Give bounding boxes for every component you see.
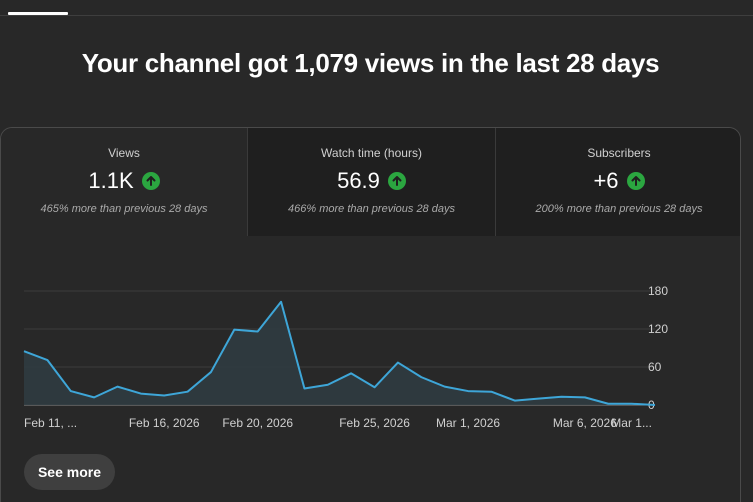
metric-value: 56.9 xyxy=(337,168,380,193)
views-series-line xyxy=(23,300,656,406)
tab-watch-time[interactable]: Watch time (hours) 56.9 466% more than p… xyxy=(247,128,495,236)
chart-area xyxy=(24,301,655,405)
metric-label: Watch time (hours) xyxy=(321,146,422,160)
metric-tabs: Views 1.1K 465% more than previous 28 da… xyxy=(1,128,740,236)
x-tick-label: Mar 6, 2026 xyxy=(553,416,617,430)
x-tick-label: Feb 25, 2026 xyxy=(339,416,410,430)
up-arrow-icon xyxy=(626,172,645,190)
see-more-button[interactable]: See more xyxy=(24,454,115,490)
x-tick-label: Feb 16, 2026 xyxy=(129,416,200,430)
x-tick-label: Mar 1... xyxy=(611,416,652,430)
x-tick-label: Feb 11, ... xyxy=(24,416,77,430)
x-tick-label: Feb 20, 2026 xyxy=(222,416,293,430)
metric-label: Views xyxy=(108,146,140,160)
analytics-card: Views 1.1K 465% more than previous 28 da… xyxy=(0,127,741,502)
metric-comparison: 200% more than previous 28 days xyxy=(535,203,703,215)
metric-label: Subscribers xyxy=(587,146,651,160)
tab-divider xyxy=(0,15,753,16)
tab-subscribers[interactable]: Subscribers +6 200% more than previous 2… xyxy=(495,128,740,236)
metric-comparison: 465% more than previous 28 days xyxy=(40,203,208,215)
active-tab-indicator xyxy=(8,12,68,15)
x-tick-label: Mar 1, 2026 xyxy=(436,416,500,430)
page-title: Your channel got 1,079 views in the last… xyxy=(81,48,660,78)
y-tick-label: 180 xyxy=(648,284,668,298)
metric-comparison: 466% more than previous 28 days xyxy=(288,203,455,215)
y-tick-label: 60 xyxy=(648,360,662,374)
metric-value: 1.1K xyxy=(88,168,134,193)
up-arrow-icon xyxy=(141,172,160,190)
metric-value: +6 xyxy=(593,168,619,193)
up-arrow-icon xyxy=(387,172,406,190)
y-tick-label: 120 xyxy=(648,322,668,336)
tab-views[interactable]: Views 1.1K 465% more than previous 28 da… xyxy=(1,128,247,236)
